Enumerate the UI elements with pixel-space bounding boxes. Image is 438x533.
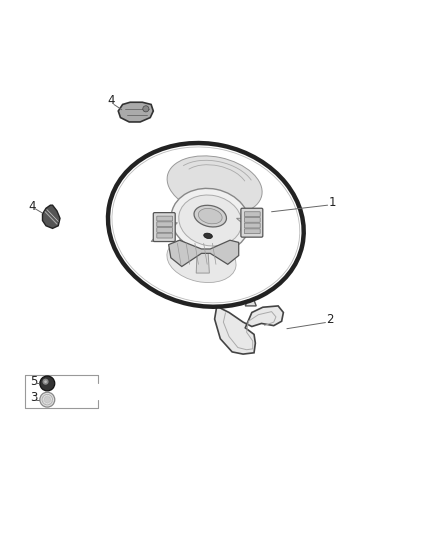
FancyBboxPatch shape bbox=[157, 216, 173, 221]
Ellipse shape bbox=[179, 195, 242, 246]
Ellipse shape bbox=[167, 237, 236, 282]
FancyBboxPatch shape bbox=[244, 217, 260, 222]
Text: 4: 4 bbox=[28, 200, 36, 213]
Polygon shape bbox=[237, 219, 258, 229]
Ellipse shape bbox=[204, 233, 212, 239]
Text: 4: 4 bbox=[107, 94, 115, 107]
Ellipse shape bbox=[171, 188, 249, 253]
Ellipse shape bbox=[198, 208, 222, 224]
FancyBboxPatch shape bbox=[244, 212, 260, 216]
Ellipse shape bbox=[167, 156, 262, 215]
Text: 3: 3 bbox=[30, 391, 37, 405]
Polygon shape bbox=[196, 251, 209, 273]
Circle shape bbox=[40, 376, 55, 391]
FancyBboxPatch shape bbox=[157, 222, 173, 227]
FancyBboxPatch shape bbox=[244, 229, 260, 233]
Polygon shape bbox=[245, 300, 256, 306]
FancyBboxPatch shape bbox=[157, 228, 173, 232]
Circle shape bbox=[44, 397, 50, 403]
Polygon shape bbox=[151, 223, 177, 241]
Circle shape bbox=[143, 106, 149, 112]
Polygon shape bbox=[169, 240, 239, 266]
Circle shape bbox=[44, 381, 47, 383]
Text: 1: 1 bbox=[328, 196, 336, 209]
Ellipse shape bbox=[194, 205, 226, 227]
Polygon shape bbox=[118, 102, 153, 122]
FancyBboxPatch shape bbox=[244, 223, 260, 228]
FancyBboxPatch shape bbox=[153, 213, 175, 241]
FancyBboxPatch shape bbox=[241, 208, 263, 237]
Text: 5: 5 bbox=[30, 375, 37, 388]
FancyBboxPatch shape bbox=[157, 233, 173, 238]
Polygon shape bbox=[42, 205, 60, 229]
Circle shape bbox=[42, 378, 49, 385]
Text: 2: 2 bbox=[326, 313, 334, 326]
Circle shape bbox=[40, 392, 55, 407]
Polygon shape bbox=[215, 306, 283, 354]
